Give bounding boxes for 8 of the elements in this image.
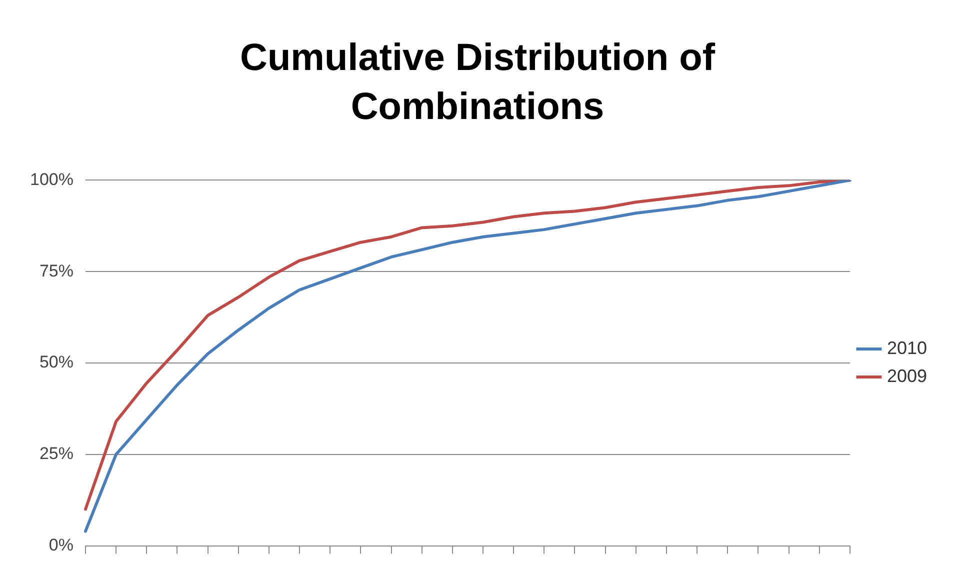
legend-label: 2009	[886, 366, 928, 386]
chart-title: Cumulative Distribution of Combinations	[239, 36, 716, 130]
y-tick-label: 75%	[39, 261, 74, 280]
y-tick-label: 50%	[39, 352, 74, 372]
y-tick-label: 0%	[48, 535, 74, 554]
y-tick-label: 25%	[39, 444, 74, 464]
legend-label: 2010	[886, 338, 928, 358]
y-tick-label: 100%	[30, 170, 74, 189]
